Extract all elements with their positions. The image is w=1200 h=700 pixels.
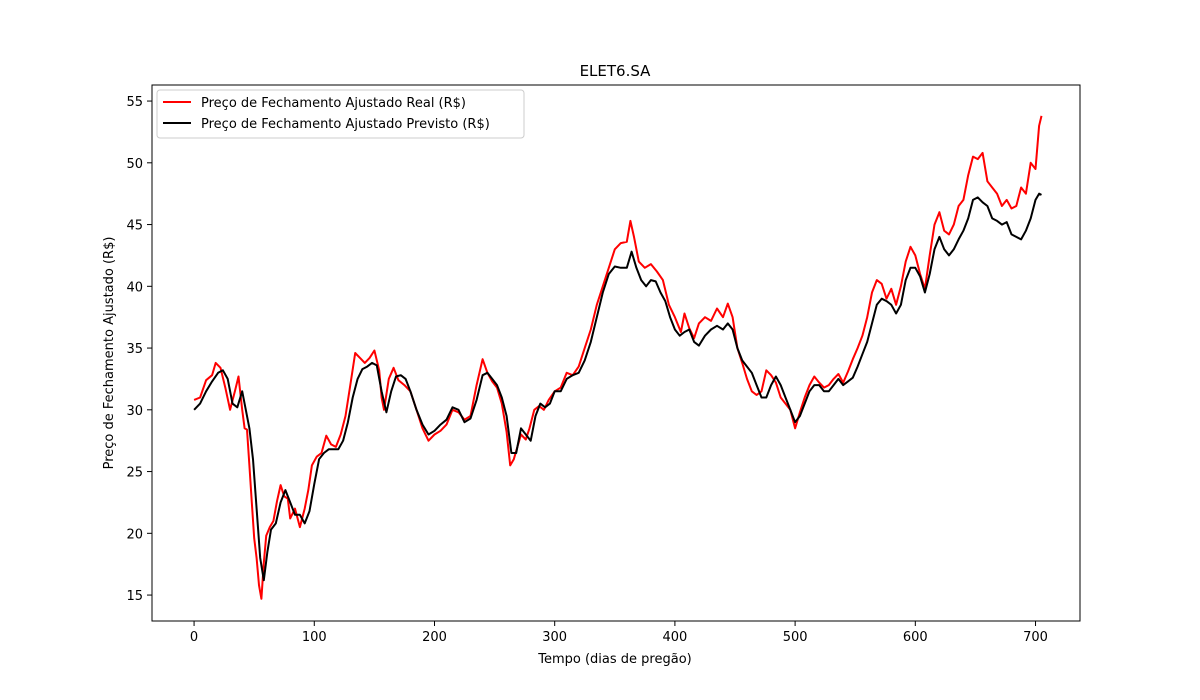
y-tick-label: 45 [126,219,143,234]
y-tick-label: 40 [126,280,143,295]
y-tick-label: 15 [126,589,143,604]
x-tick-label: 300 [542,630,567,645]
x-tick-label: 700 [1023,630,1048,645]
x-axis-ticks: 0 100 200 300 400 500 600 700 [190,621,1048,645]
plot-area: 0 100 200 300 400 500 600 700 15 20 25 30 35 40 45 50 5… [126,84,1081,645]
x-axis-label: Tempo (dias de pregão) [537,652,691,667]
y-tick-label: 25 [126,466,143,481]
y-axis-label: Preço de Fechamento Ajustado (R$) [102,237,117,470]
y-tick-label: 20 [126,527,143,542]
legend-label-predicted: Preço de Fechamento Ajustado Previsto (R… [201,117,490,132]
y-axis-ticks: 15 20 25 30 35 40 45 50 55 [126,95,152,604]
legend: Preço de Fechamento Ajustado Real (R$) P… [156,89,525,139]
series-line-predicted [193,192,1042,582]
series-line-real [193,115,1043,600]
chart-title: ELET6.SA [580,62,652,80]
x-tick-label: 200 [422,630,447,645]
y-tick-label: 35 [126,342,143,357]
axes-frame [151,84,1081,622]
x-tick-label: 400 [662,630,687,645]
x-tick-label: 500 [783,630,808,645]
legend-box [156,89,525,139]
x-tick-label: 0 [190,630,198,645]
series-layer [193,115,1043,600]
y-tick-label: 55 [126,95,143,110]
x-tick-label: 100 [302,630,327,645]
y-tick-label: 50 [126,157,143,172]
legend-label-real: Preço de Fechamento Ajustado Real (R$) [201,96,466,111]
y-tick-label: 30 [126,404,143,419]
x-tick-label: 600 [903,630,928,645]
